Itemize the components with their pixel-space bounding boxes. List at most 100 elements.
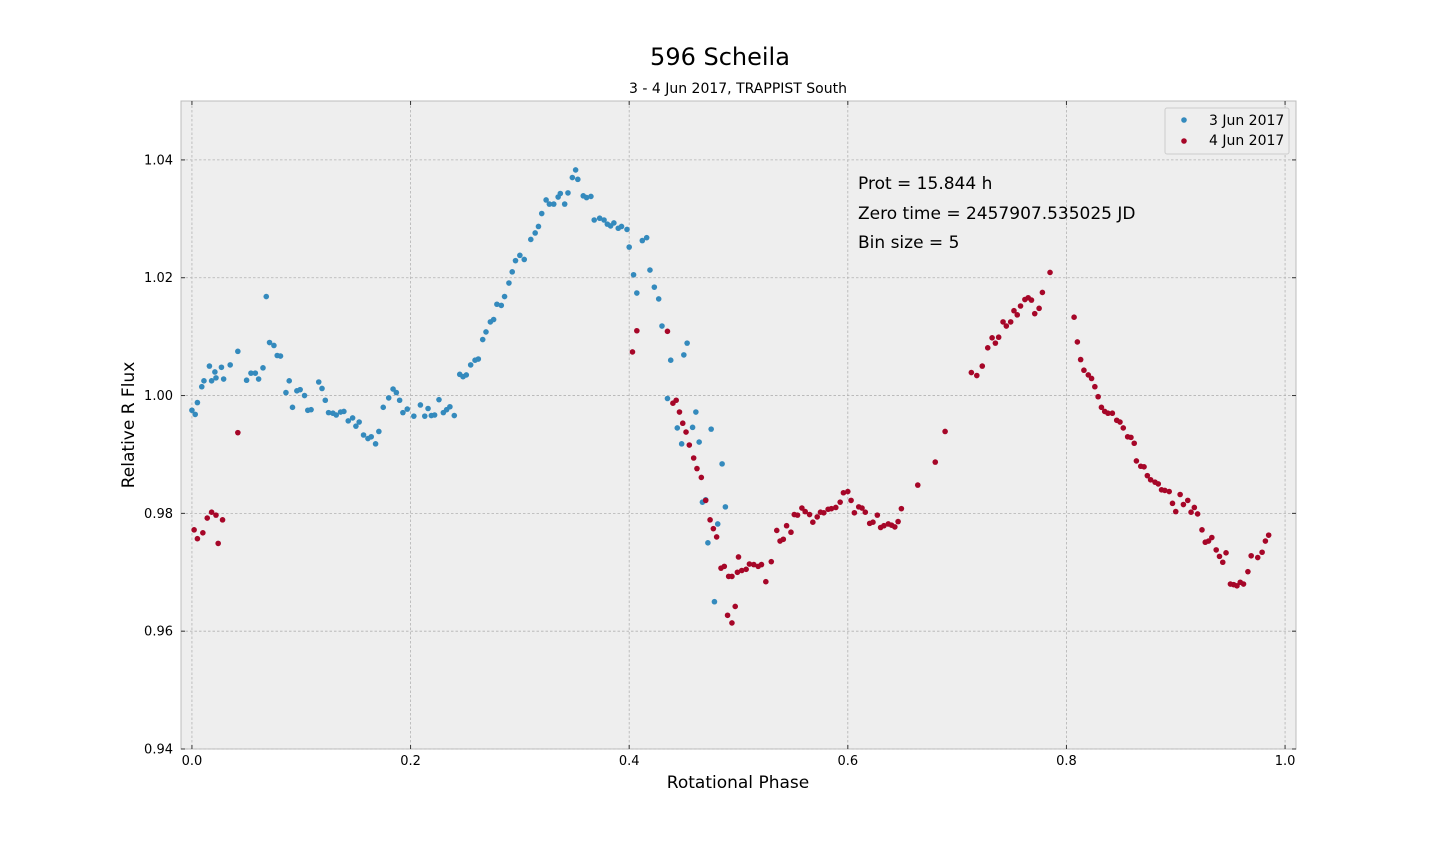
x-tick-label: 0.2 — [400, 754, 421, 769]
y-tick-label: 0.96 — [144, 625, 173, 640]
data-point — [707, 517, 713, 523]
data-point — [521, 256, 528, 263]
data-point — [601, 217, 607, 223]
data-point — [694, 465, 700, 472]
data-point — [1095, 393, 1101, 400]
data-point — [1036, 305, 1042, 312]
data-point — [1077, 356, 1084, 363]
data-point — [673, 397, 679, 404]
data-point — [263, 293, 270, 300]
data-point — [659, 323, 665, 329]
data-point — [1234, 583, 1240, 589]
legend-label-4-jun: 4 Jun 2017 — [1209, 133, 1284, 149]
data-point — [979, 363, 986, 369]
data-point — [1194, 511, 1201, 517]
data-point — [989, 335, 995, 341]
data-point — [431, 412, 438, 418]
data-point — [266, 339, 273, 346]
x-tick-label: 0.8 — [1056, 754, 1077, 769]
data-point — [271, 342, 277, 349]
data-point — [286, 378, 293, 384]
data-point — [277, 353, 284, 359]
data-point — [509, 269, 516, 275]
data-point — [1162, 487, 1168, 494]
y-tick-label: 0.98 — [144, 507, 173, 522]
data-point — [451, 412, 458, 419]
data-point — [1223, 550, 1229, 556]
data-point — [235, 348, 241, 355]
data-point — [1219, 559, 1226, 566]
legend-label-3-jun: 3 Jun 2017 — [1209, 113, 1284, 129]
data-point — [611, 220, 617, 226]
data-point — [681, 352, 687, 358]
data-point — [1188, 509, 1194, 515]
data-point — [1209, 534, 1215, 541]
data-point — [1184, 497, 1191, 504]
data-point — [372, 441, 379, 447]
data-point — [349, 415, 356, 421]
y-tick-label: 1.02 — [144, 271, 173, 286]
data-point — [315, 379, 322, 385]
data-point — [1213, 547, 1219, 553]
data-point — [479, 336, 486, 343]
data-point — [1144, 472, 1151, 479]
data-point — [467, 362, 474, 368]
data-point — [629, 349, 636, 355]
data-point — [1085, 372, 1092, 378]
data-point — [404, 406, 411, 412]
data-series — [189, 167, 1272, 626]
data-point — [535, 223, 542, 230]
data-point — [591, 217, 598, 223]
data-point — [1131, 440, 1138, 447]
data-point — [851, 509, 858, 516]
x-tick-label: 0.0 — [182, 754, 203, 769]
data-point — [984, 345, 991, 351]
data-point — [255, 376, 262, 382]
data-point — [1047, 269, 1053, 276]
data-point — [260, 365, 266, 371]
data-point — [828, 505, 835, 512]
data-point — [1003, 323, 1010, 329]
data-point — [735, 554, 742, 560]
data-point — [532, 230, 538, 236]
grid-lines — [181, 101, 1296, 750]
data-point — [588, 193, 594, 200]
data-point — [565, 190, 571, 196]
data-point — [758, 561, 765, 568]
legend-marker-4-jun — [1181, 138, 1187, 144]
data-point — [546, 201, 553, 207]
data-point — [683, 429, 689, 435]
data-point — [301, 392, 308, 399]
data-point — [411, 413, 417, 419]
data-point — [494, 301, 500, 308]
data-point — [719, 461, 725, 467]
data-point — [729, 573, 735, 580]
data-point — [204, 515, 211, 521]
data-point — [655, 296, 662, 302]
data-point — [734, 569, 741, 576]
data-point — [325, 409, 332, 416]
data-point — [376, 428, 382, 435]
data-point — [396, 397, 403, 404]
y-tick-label: 1.00 — [144, 389, 173, 404]
data-point — [806, 511, 813, 518]
data-point — [1039, 289, 1046, 296]
data-point — [385, 395, 392, 401]
data-point — [189, 407, 195, 414]
data-point — [968, 369, 975, 376]
data-point — [845, 488, 851, 495]
data-point — [289, 404, 296, 411]
data-point — [1074, 339, 1081, 345]
data-point — [528, 236, 534, 243]
data-point — [643, 234, 650, 241]
data-point — [974, 372, 980, 379]
data-point — [711, 598, 718, 605]
data-point — [690, 455, 697, 461]
data-point — [498, 302, 505, 309]
data-point — [447, 403, 453, 410]
data-point — [1117, 419, 1123, 425]
chart-title: 596 Scheila — [650, 43, 790, 71]
data-point — [1071, 314, 1077, 321]
data-point — [914, 482, 921, 488]
data-point — [194, 535, 201, 542]
